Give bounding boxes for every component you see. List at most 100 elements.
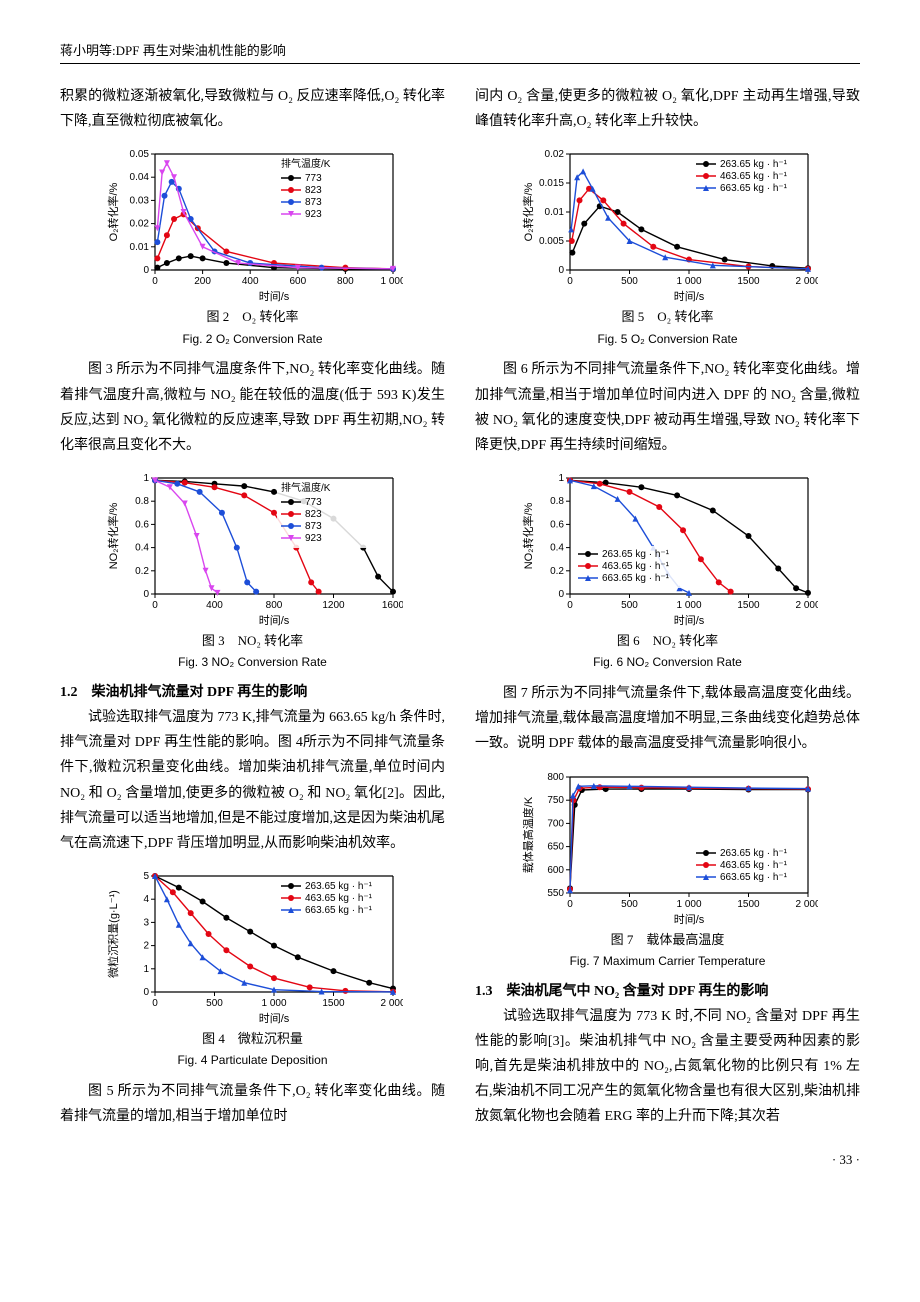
svg-text:600: 600 [547,864,564,875]
svg-text:0.015: 0.015 [538,178,563,189]
svg-text:2 000: 2 000 [795,276,818,287]
svg-text:263.65 kg · h⁻¹: 263.65 kg · h⁻¹ [602,549,670,560]
caption-fig3-cn: 图 3 NO₂ 转化率 [60,632,445,650]
svg-text:0: 0 [558,589,564,600]
svg-text:663.65 kg · h⁻¹: 663.65 kg · h⁻¹ [602,573,670,584]
svg-text:3: 3 [143,918,149,929]
figure-5: 05001 00015002 00000.0050.010.0150.02时间/… [475,144,860,347]
svg-text:0.8: 0.8 [550,496,564,507]
svg-text:0.2: 0.2 [135,566,149,577]
svg-text:700: 700 [547,818,564,829]
svg-text:O₂转化率/%: O₂转化率/% [521,183,535,242]
svg-text:500: 500 [621,600,638,611]
section-1-2: 1.2 柴油机排气流量对 DPF 再生的影响 [60,681,445,701]
svg-text:800: 800 [547,772,564,783]
svg-text:1 000: 1 000 [676,600,701,611]
caption-fig6-en: Fig. 6 NO₂ Conversion Rate [475,654,860,671]
page-header: 蒋小明等:DPF 再生对柴油机性能的影响 [60,40,860,64]
svg-text:0: 0 [567,899,573,910]
svg-text:0.8: 0.8 [135,496,149,507]
caption-fig7-en: Fig. 7 Maximum Carrier Temperature [475,953,860,970]
svg-text:时间/s: 时间/s [673,913,704,926]
svg-text:1600: 1600 [381,600,402,611]
caption-fig3-en: Fig. 3 NO₂ Conversion Rate [60,654,445,671]
svg-text:923: 923 [305,209,322,220]
svg-text:O₂转化率/%: O₂转化率/% [106,183,120,242]
svg-text:0: 0 [152,600,158,611]
svg-text:4: 4 [143,894,149,905]
chart-fig3: 04008001200160000.20.40.60.81时间/sNO₂转化率/… [103,468,403,628]
svg-text:873: 873 [305,197,322,208]
svg-text:2 000: 2 000 [795,600,818,611]
svg-text:0.4: 0.4 [550,543,564,554]
svg-text:5: 5 [143,871,149,882]
svg-text:0: 0 [152,276,158,287]
svg-text:463.65 kg · h⁻¹: 463.65 kg · h⁻¹ [720,860,788,871]
svg-text:0: 0 [143,265,149,276]
svg-text:0: 0 [567,600,573,611]
svg-text:0: 0 [152,998,158,1009]
svg-text:1 000: 1 000 [676,899,701,910]
para-4: 图 5 所示为不同排气流量条件下,O₂ 转化率变化曲线。随着排气流量的增加,相当… [60,1079,445,1129]
svg-text:NO₂转化率/%: NO₂转化率/% [521,503,535,570]
svg-text:263.65 kg · h⁻¹: 263.65 kg · h⁻¹ [305,881,373,892]
svg-text:1500: 1500 [737,600,760,611]
caption-fig4-cn: 图 4 微粒沉积量 [60,1030,445,1048]
svg-text:1500: 1500 [322,998,345,1009]
svg-text:823: 823 [305,509,322,520]
para-r3: 图 7 所示为不同排气流量条件下,载体最高温度变化曲线。增加排气流量,载体最高温… [475,681,860,757]
svg-text:1 000: 1 000 [676,276,701,287]
svg-text:NO₂转化率/%: NO₂转化率/% [106,503,120,570]
svg-text:463.65 kg · h⁻¹: 463.65 kg · h⁻¹ [602,561,670,572]
svg-text:排气温度/K: 排气温度/K [281,157,331,170]
caption-fig5-cn: 图 5 O₂ 转化率 [475,308,860,326]
svg-text:排气温度/K: 排气温度/K [281,481,331,494]
svg-text:2: 2 [143,941,149,952]
svg-text:0.4: 0.4 [135,543,149,554]
svg-text:1: 1 [558,473,564,484]
caption-fig2-en: Fig. 2 O₂ Conversion Rate [60,331,445,348]
svg-text:时间/s: 时间/s [673,614,704,627]
svg-text:1 000: 1 000 [380,276,403,287]
chart-fig4: 05001 00015002 000012345时间/s微粒沉积量(g·L⁻¹)… [103,866,403,1026]
svg-text:载体最高温度/K: 载体最高温度/K [521,796,535,873]
svg-text:时间/s: 时间/s [258,614,289,627]
para-2: 图 3 所示为不同排气温度条件下,NO₂ 转化率变化曲线。随着排气温度升高,微粒… [60,357,445,458]
svg-text:873: 873 [305,521,322,532]
figure-6: 05001 00015002 00000.20.40.60.81时间/sNO₂转… [475,468,860,671]
svg-text:1500: 1500 [737,276,760,287]
svg-text:400: 400 [206,600,223,611]
svg-text:650: 650 [547,841,564,852]
svg-text:1: 1 [143,964,149,975]
para-r1: 间内 O₂ 含量,使更多的微粒被 O₂ 氧化,DPF 主动再生增强,导致峰值转化… [475,84,860,134]
caption-fig6-cn: 图 6 NO₂ 转化率 [475,632,860,650]
caption-fig2-cn: 图 2 O₂ 转化率 [60,308,445,326]
para-r2: 图 6 所示为不同排气流量条件下,NO₂ 转化率变化曲线。增加排气流量,相当于增… [475,357,860,458]
svg-text:0: 0 [558,265,564,276]
svg-text:200: 200 [194,276,211,287]
chart-fig6: 05001 00015002 00000.20.40.60.81时间/sNO₂转… [518,468,818,628]
svg-text:600: 600 [289,276,306,287]
svg-text:663.65 kg · h⁻¹: 663.65 kg · h⁻¹ [720,183,788,194]
svg-text:0.04: 0.04 [129,173,149,184]
left-column: 积累的微粒逐渐被氧化,导致微粒与 O₂ 反应速率降低,O₂ 转化率下降,直至微粒… [60,84,445,1132]
svg-text:微粒沉积量(g·L⁻¹): 微粒沉积量(g·L⁻¹) [106,890,120,978]
svg-text:500: 500 [206,998,223,1009]
two-column-layout: 积累的微粒逐渐被氧化,导致微粒与 O₂ 反应速率降低,O₂ 转化率下降,直至微粒… [60,84,860,1132]
svg-text:0.02: 0.02 [544,149,564,160]
svg-text:2 000: 2 000 [795,899,818,910]
figure-4: 05001 00015002 000012345时间/s微粒沉积量(g·L⁻¹)… [60,866,445,1069]
svg-text:500: 500 [621,276,638,287]
svg-text:1: 1 [143,473,149,484]
svg-text:463.65 kg · h⁻¹: 463.65 kg · h⁻¹ [305,893,373,904]
para-r4: 试验选取排气温度为 773 K 时,不同 NO₂ 含量对 DPF 再生性能的影响… [475,1004,860,1130]
figure-7: 05001 00015002 000550600650700750800时间/s… [475,767,860,970]
svg-text:0.2: 0.2 [550,566,564,577]
svg-text:400: 400 [241,276,258,287]
svg-text:800: 800 [265,600,282,611]
para-1: 积累的微粒逐渐被氧化,导致微粒与 O₂ 反应速率降低,O₂ 转化率下降,直至微粒… [60,84,445,134]
svg-text:463.65 kg · h⁻¹: 463.65 kg · h⁻¹ [720,171,788,182]
svg-text:0.01: 0.01 [544,207,564,218]
svg-text:550: 550 [547,888,564,899]
svg-text:923: 923 [305,533,322,544]
